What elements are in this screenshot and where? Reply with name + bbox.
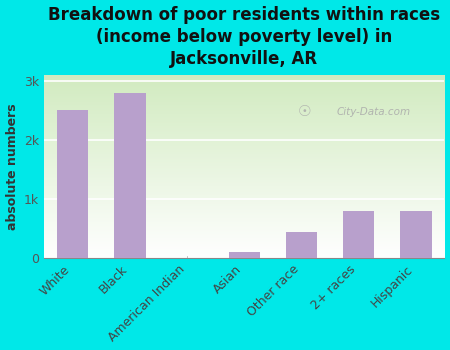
Title: Breakdown of poor residents within races
(income below poverty level) in
Jackson: Breakdown of poor residents within races…	[48, 6, 441, 68]
Bar	[57, 111, 88, 258]
Y-axis label: absolute numbers: absolute numbers	[5, 103, 18, 230]
Bar	[114, 93, 146, 258]
Text: ☉: ☉	[297, 104, 311, 119]
Bar	[400, 211, 432, 258]
Bar	[343, 211, 374, 258]
Bar	[286, 231, 317, 258]
Bar	[229, 252, 260, 258]
Text: City-Data.com: City-Data.com	[336, 107, 410, 117]
